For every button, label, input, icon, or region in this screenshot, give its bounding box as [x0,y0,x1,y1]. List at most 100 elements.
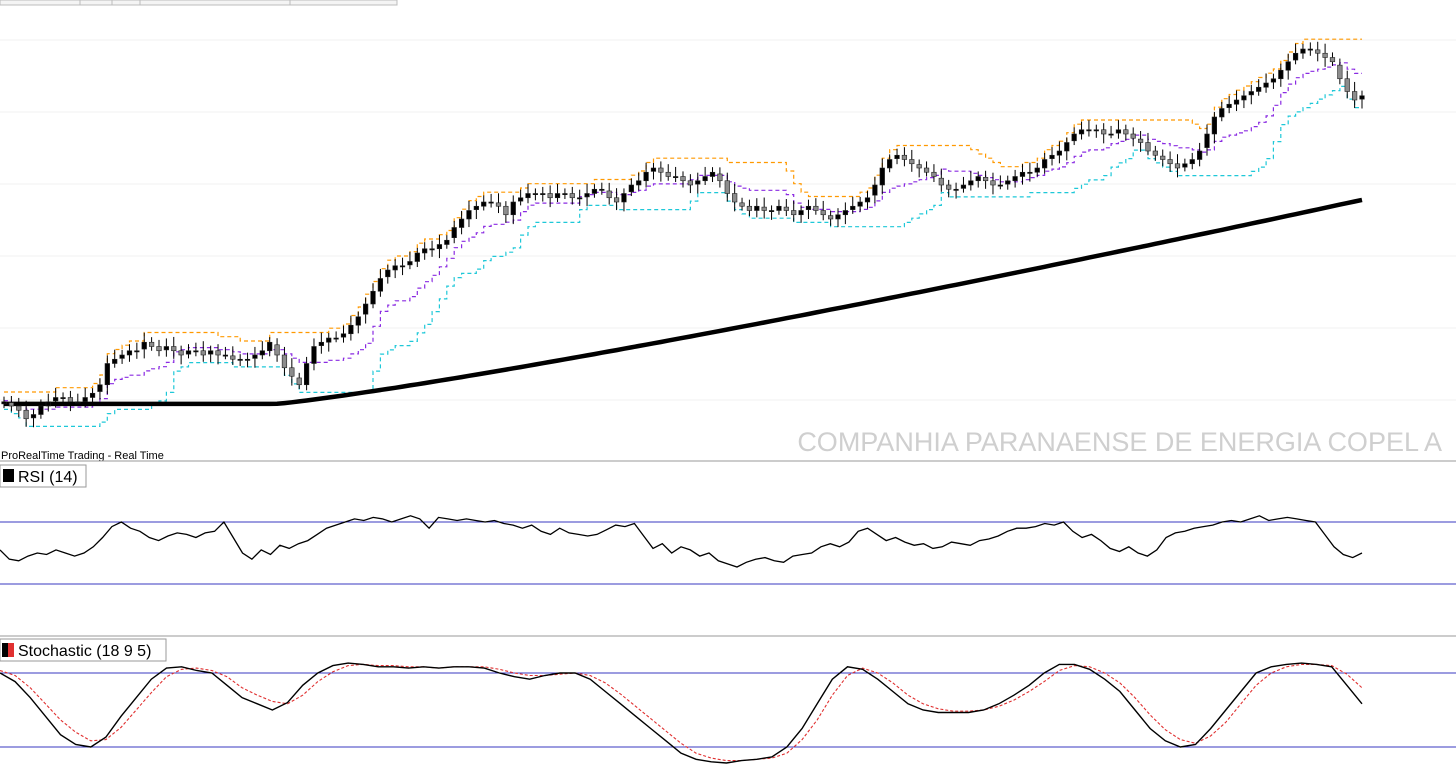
candle-body [510,201,516,216]
candle-body [643,171,649,182]
candle-body [1337,64,1343,80]
candle-body [163,346,169,351]
candle-body [377,278,384,292]
candle-body [776,205,782,211]
candle-body [281,354,288,369]
candle-body [1019,171,1026,177]
candle-body [791,210,797,216]
candle-body [532,193,538,196]
candle-body [754,205,760,211]
candle-body [1241,95,1247,101]
candle-body [628,184,634,193]
candle-body [923,167,930,173]
candle-body [1005,180,1011,185]
candle-body [990,180,996,186]
candle-body [1204,133,1210,148]
band-lines [4,38,1362,427]
candle-body [340,333,347,338]
candle-body [1012,176,1018,182]
candle-body [1042,159,1048,169]
candle-body [429,248,435,251]
candle-body [872,184,878,196]
stochastic-legend-box[interactable] [0,638,167,662]
candle-body [997,184,1003,187]
candle-body [613,197,620,203]
candle-body [296,377,302,386]
candle-body [8,402,14,407]
candle-body [820,210,826,216]
candle-body [134,350,140,353]
candle-body [975,176,981,182]
candle-body [171,346,177,352]
candle-body [53,397,59,402]
candle-body [503,205,509,216]
candle-body [562,193,568,196]
candle-body [436,244,443,250]
candle-body [363,303,369,315]
candle-body [244,358,251,361]
candle-body [665,171,671,177]
candle-body [178,350,184,356]
candle-body [540,193,546,196]
candle-body [458,218,465,228]
candle-body [982,177,989,182]
candle-body [1101,129,1107,135]
candle-body [805,205,812,210]
candle-body [864,197,871,203]
candle-body [75,401,81,404]
candle-body [119,354,125,359]
candle-body [569,193,575,199]
rsi-panel: RSI (14) [0,464,1456,585]
candle-body [399,265,406,268]
candle-body [518,197,524,202]
candles [1,41,1365,428]
candle-body [1145,142,1151,152]
candle-body [1130,133,1136,139]
candle-body [222,354,229,357]
candle-body [422,248,428,254]
candle-body [1174,163,1181,169]
candle-body [370,290,376,305]
candle-body [326,337,332,343]
candle-body [392,265,398,271]
candle-body [156,346,162,352]
candle-body [577,197,583,200]
candle-body [739,202,745,207]
candle-body [717,173,723,182]
candle-body [887,159,893,169]
candle-body [909,159,915,165]
candle-body [1248,91,1254,96]
candle-body [798,210,804,216]
candle-body [185,350,192,355]
candle-body [200,350,206,356]
candle-body [1086,129,1092,132]
candle-body [16,405,22,411]
candle-body [828,215,834,220]
candle-body [916,164,922,169]
candle-body [1270,78,1277,83]
candle-body [355,316,361,326]
candle-body [783,206,789,211]
candle-body [333,337,339,340]
watermark: COMPANHIA PARANAENSE DE ENERGIA COPEL A [797,427,1442,457]
stochastic-label: Stochastic (18 9 5) [18,643,151,660]
toolbar-fragment [0,0,398,6]
candle-body [658,167,664,173]
candle-body [1329,57,1336,63]
stochastic-d-line [0,663,1363,762]
candle-body [1137,138,1144,143]
candle-body [1197,150,1203,160]
candle-body [311,346,317,364]
candle-body [761,206,767,211]
candle-body [1093,129,1099,132]
candle-body [1359,95,1365,100]
candle-body [1285,61,1291,71]
candle-body [267,341,273,352]
candle-body [1034,167,1040,173]
candle-body [318,341,324,346]
candle-body [67,397,74,403]
rsi-legend-box[interactable] [0,464,87,488]
candle-body [1108,133,1114,136]
candle-body [650,167,657,172]
candle-body [1292,52,1299,61]
